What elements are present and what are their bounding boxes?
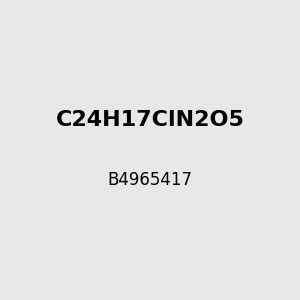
Text: B4965417: B4965417 (107, 171, 193, 189)
Text: C24H17ClN2O5: C24H17ClN2O5 (56, 110, 244, 130)
